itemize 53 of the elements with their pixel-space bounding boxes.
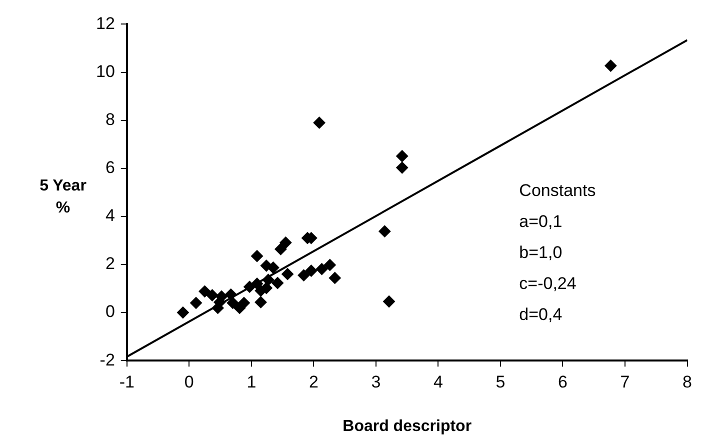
x-tick-label: 8 (682, 372, 692, 392)
y-tick-label: 8 (105, 110, 115, 129)
x-tick-label: 0 (184, 372, 194, 392)
point (198, 285, 211, 298)
x-tick-label: 7 (620, 372, 630, 392)
point (190, 296, 202, 309)
annotation: a=0,1 (519, 212, 562, 232)
x-tick-label: 6 (558, 372, 568, 392)
point (272, 276, 284, 289)
point (298, 269, 310, 282)
x-tick-label: 2 (308, 372, 318, 392)
x-tick-label: 1 (246, 372, 256, 392)
point (378, 225, 391, 238)
point (238, 296, 250, 309)
point (305, 264, 318, 277)
point (224, 288, 237, 301)
point (328, 272, 341, 284)
y-tick-label: 12 (96, 14, 115, 33)
point (254, 296, 267, 308)
annotation: c=-0,24 (519, 274, 576, 294)
point (176, 306, 189, 319)
y-tick-label: -2 (100, 350, 115, 370)
point (206, 289, 218, 302)
point (262, 274, 274, 286)
y-tick-label: 2 (105, 254, 115, 274)
y-tick-label: 0 (105, 302, 115, 322)
point (251, 250, 264, 262)
x-tick-label: -1 (119, 372, 134, 392)
point (604, 60, 617, 72)
point (324, 258, 336, 271)
x-axis-title: Board descriptor (342, 418, 472, 435)
point (251, 278, 264, 290)
annotation: b=1,0 (519, 243, 562, 262)
point (383, 295, 396, 308)
y-tick-label: 4 (105, 206, 115, 226)
x-tick-label: 3 (371, 372, 381, 392)
annotation: Constants (519, 181, 596, 200)
point (396, 162, 408, 174)
point (316, 263, 328, 276)
point (267, 262, 280, 274)
point (226, 296, 239, 309)
y-axis-title: 5 Year % (40, 177, 86, 216)
point (282, 268, 294, 280)
point (396, 150, 408, 162)
x-tick-label: 4 (433, 372, 443, 392)
y-tick-label: 6 (105, 158, 115, 178)
y-tick-label: 10 (96, 62, 115, 81)
point (274, 243, 287, 256)
point (313, 116, 326, 129)
point (244, 280, 256, 293)
annotation: d=0,4 (519, 305, 562, 324)
x-tick-label: 5 (496, 372, 506, 392)
point (280, 236, 292, 249)
